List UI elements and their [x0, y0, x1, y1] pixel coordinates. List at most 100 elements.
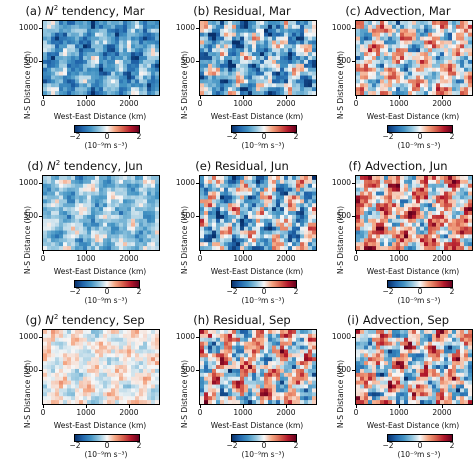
heatmap-cell — [312, 87, 316, 92]
heatmap-cell — [464, 67, 469, 72]
y-tick-label: 500 — [336, 56, 351, 66]
heatmap-cell — [95, 376, 100, 381]
heatmap-cell — [147, 392, 152, 397]
heatmap-cell — [428, 238, 433, 243]
heatmap-cell — [83, 211, 88, 216]
heatmap-cell — [83, 79, 88, 84]
heatmap-cell — [372, 67, 377, 72]
heatmap-cell — [284, 40, 289, 45]
heatmap-cell — [111, 176, 116, 181]
heatmap-cell — [143, 400, 148, 404]
heatmap-cell — [59, 59, 64, 65]
heatmap-cell — [208, 214, 213, 220]
heatmap-cell — [308, 214, 313, 220]
heatmap-cell — [115, 376, 120, 381]
heatmap-cell — [67, 222, 72, 227]
heatmap-cell — [47, 238, 52, 243]
heatmap-cell — [296, 242, 301, 247]
heatmap-cell — [127, 400, 132, 404]
heatmap-cell — [212, 222, 217, 227]
heatmap-cell — [147, 234, 152, 239]
heatmap-cell — [55, 349, 60, 354]
heatmap-cell — [212, 380, 217, 385]
heatmap-cell — [115, 195, 120, 200]
heatmap-cell — [107, 195, 112, 200]
heatmap-cell — [87, 21, 92, 26]
heatmap-cell — [300, 52, 305, 57]
x-tick-mark — [398, 96, 400, 99]
heatmap-cell — [204, 218, 209, 224]
heatmap-cell — [75, 32, 80, 37]
x-tick-mark — [43, 251, 44, 254]
heatmap-cell — [260, 211, 265, 216]
heatmap-cell — [420, 44, 425, 49]
heatmap-cell — [312, 79, 316, 84]
heatmap-cell — [47, 218, 52, 224]
heatmap-cell — [308, 330, 313, 335]
heatmap-cell — [208, 365, 213, 370]
heatmap-cell — [296, 211, 301, 216]
heatmap-cell — [372, 56, 377, 61]
heatmap-cell — [115, 28, 120, 33]
heatmap-cell — [360, 234, 365, 239]
heatmap-cell — [212, 392, 217, 397]
heatmap-cell — [95, 28, 100, 33]
heatmap-cell — [131, 75, 136, 80]
heatmap-cell — [400, 28, 405, 33]
heatmap-cell — [79, 333, 84, 339]
heatmap-cell — [360, 195, 365, 200]
heatmap-cell — [200, 83, 205, 88]
heatmap-cell — [384, 242, 389, 247]
heatmap-cell — [296, 207, 301, 212]
heatmap-cell — [143, 372, 148, 378]
heatmap-cell — [260, 341, 265, 346]
heatmap-cell — [384, 52, 389, 57]
heatmap-cell — [424, 79, 429, 84]
heatmap-cell — [248, 226, 253, 231]
heatmap-cell — [264, 353, 269, 358]
heatmap-cell — [288, 203, 293, 208]
heatmap-cell — [244, 380, 249, 385]
heatmap-cell — [452, 176, 457, 181]
heatmap-cell — [356, 203, 361, 208]
heatmap-cell — [43, 392, 48, 397]
heatmap-cell — [284, 91, 289, 95]
heatmap-cell — [464, 365, 469, 370]
heatmap-cell — [224, 222, 229, 227]
heatmap-cell — [119, 24, 124, 30]
heatmap-cell — [87, 234, 92, 239]
heatmap-cell — [119, 183, 124, 188]
heatmap-cell — [428, 242, 433, 247]
heatmap-cell — [360, 349, 365, 354]
x-axis-label: West-East Distance (km) — [366, 267, 460, 276]
heatmap-cell — [384, 44, 389, 49]
heatmap-cell — [460, 353, 465, 358]
heatmap-cell — [91, 380, 96, 385]
heatmap-cell — [392, 218, 397, 224]
heatmap-cell — [71, 353, 76, 358]
heatmap-cell — [452, 211, 457, 216]
heatmap-cell — [268, 24, 273, 30]
heatmap-cell — [296, 67, 301, 72]
heatmap-cell — [71, 330, 76, 335]
heatmap-cell — [436, 75, 441, 80]
heatmap-cell — [91, 179, 96, 185]
heatmap-cell — [244, 214, 249, 220]
heatmap-cell — [428, 195, 433, 200]
heatmap-field — [200, 330, 316, 404]
heatmap-cell — [280, 396, 285, 401]
heatmap-cell — [360, 222, 365, 227]
heatmap-cell — [280, 36, 285, 41]
heatmap-cell — [380, 376, 385, 381]
heatmap-cell — [284, 199, 289, 204]
heatmap-cell — [228, 330, 233, 335]
heatmap-cell — [468, 214, 472, 220]
heatmap-cell — [204, 214, 209, 220]
heatmap-cell — [284, 191, 289, 196]
heatmap-cell — [448, 40, 453, 45]
heatmap-cell — [460, 32, 465, 37]
heatmap-cell — [99, 211, 104, 216]
heatmap-cell — [208, 376, 213, 381]
heatmap-cell — [107, 361, 112, 366]
heatmap-cell — [212, 87, 217, 92]
